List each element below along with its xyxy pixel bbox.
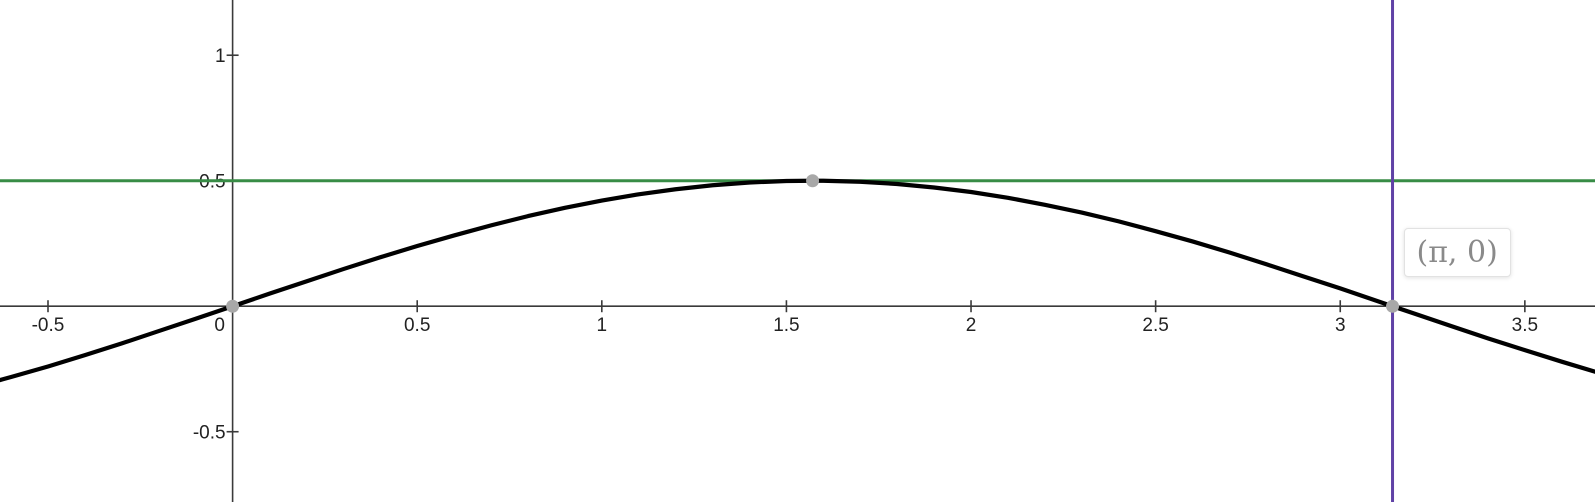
points bbox=[226, 174, 1399, 313]
point-2[interactable] bbox=[1386, 300, 1399, 313]
x-tick-label: 3 bbox=[1335, 315, 1346, 336]
curve-series[interactable] bbox=[0, 181, 1595, 387]
tick-labels: -0.50.511.522.533.5010.5-0.5 bbox=[32, 46, 1538, 444]
point-label-pi-0[interactable]: (π, 0) bbox=[1404, 228, 1511, 277]
x-tick-label: 2.5 bbox=[1142, 315, 1168, 336]
x-tick-label: 3.5 bbox=[1512, 315, 1538, 336]
y-tick-label: 1 bbox=[215, 46, 226, 67]
point-1[interactable] bbox=[806, 174, 819, 187]
curves bbox=[0, 181, 1595, 387]
x-tick-label: 1.5 bbox=[773, 315, 799, 336]
x-tick-label: 0.5 bbox=[404, 315, 430, 336]
origin-label: 0 bbox=[214, 315, 225, 336]
tick-marks bbox=[48, 55, 1525, 432]
point-0[interactable] bbox=[226, 300, 239, 313]
x-tick-label: 2 bbox=[966, 315, 977, 336]
x-tick-label: 1 bbox=[597, 315, 608, 336]
y-tick-label: -0.5 bbox=[193, 423, 226, 444]
x-tick-label: -0.5 bbox=[32, 315, 65, 336]
